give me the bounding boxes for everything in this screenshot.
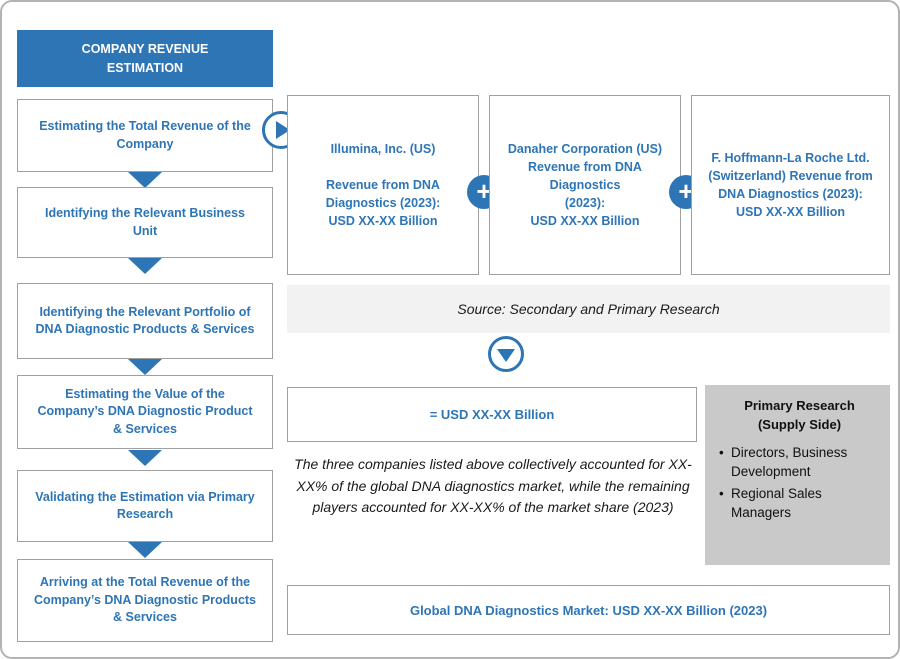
- source-note: Source: Secondary and Primary Research: [287, 285, 890, 333]
- down-circle: [488, 336, 524, 372]
- down-arrow-icon: [128, 450, 162, 466]
- down-arrow-icon: [497, 349, 515, 362]
- down-arrow-icon: [128, 258, 162, 274]
- play-icon: [276, 121, 290, 139]
- company-box-illumina: Illumina, Inc. (US) Revenue from DNA Dia…: [287, 95, 479, 275]
- sum-box: = USD XX-XX Billion: [287, 387, 697, 442]
- flow-header: COMPANY REVENUE ESTIMATION: [17, 30, 273, 87]
- list-item: Regional Sales Managers: [719, 484, 880, 523]
- flow-step-5: Validating the Estimation via Primary Re…: [17, 470, 273, 542]
- primary-research-panel: Primary Research (Supply Side) Directors…: [705, 385, 890, 565]
- company-box-danaher: Danaher Corporation (US) Revenue from DN…: [489, 95, 681, 275]
- flow-step-1: Estimating the Total Revenue of the Comp…: [17, 99, 273, 172]
- flow-step-6: Arriving at the Total Revenue of the Com…: [17, 559, 273, 642]
- company-box-roche: F. Hoffmann-La Roche Ltd. (Switzerland) …: [691, 95, 890, 275]
- down-arrow-icon: [128, 542, 162, 558]
- primary-research-title: Primary Research (Supply Side): [744, 398, 855, 432]
- global-market-box: Global DNA Diagnostics Market: USD XX-XX…: [287, 585, 890, 635]
- primary-research-list: Directors, Business Development Regional…: [719, 443, 880, 523]
- list-item: Directors, Business Development: [719, 443, 880, 482]
- flow-step-4: Estimating the Value of the Company’s DN…: [17, 375, 273, 449]
- flow-step-3: Identifying the Relevant Portfolio of DN…: [17, 283, 273, 359]
- flow-step-2: Identifying the Relevant Business Unit: [17, 187, 273, 258]
- down-arrow-icon: [128, 359, 162, 375]
- market-share-note: The three companies listed above collect…: [294, 456, 692, 516]
- down-arrow-icon: [128, 172, 162, 188]
